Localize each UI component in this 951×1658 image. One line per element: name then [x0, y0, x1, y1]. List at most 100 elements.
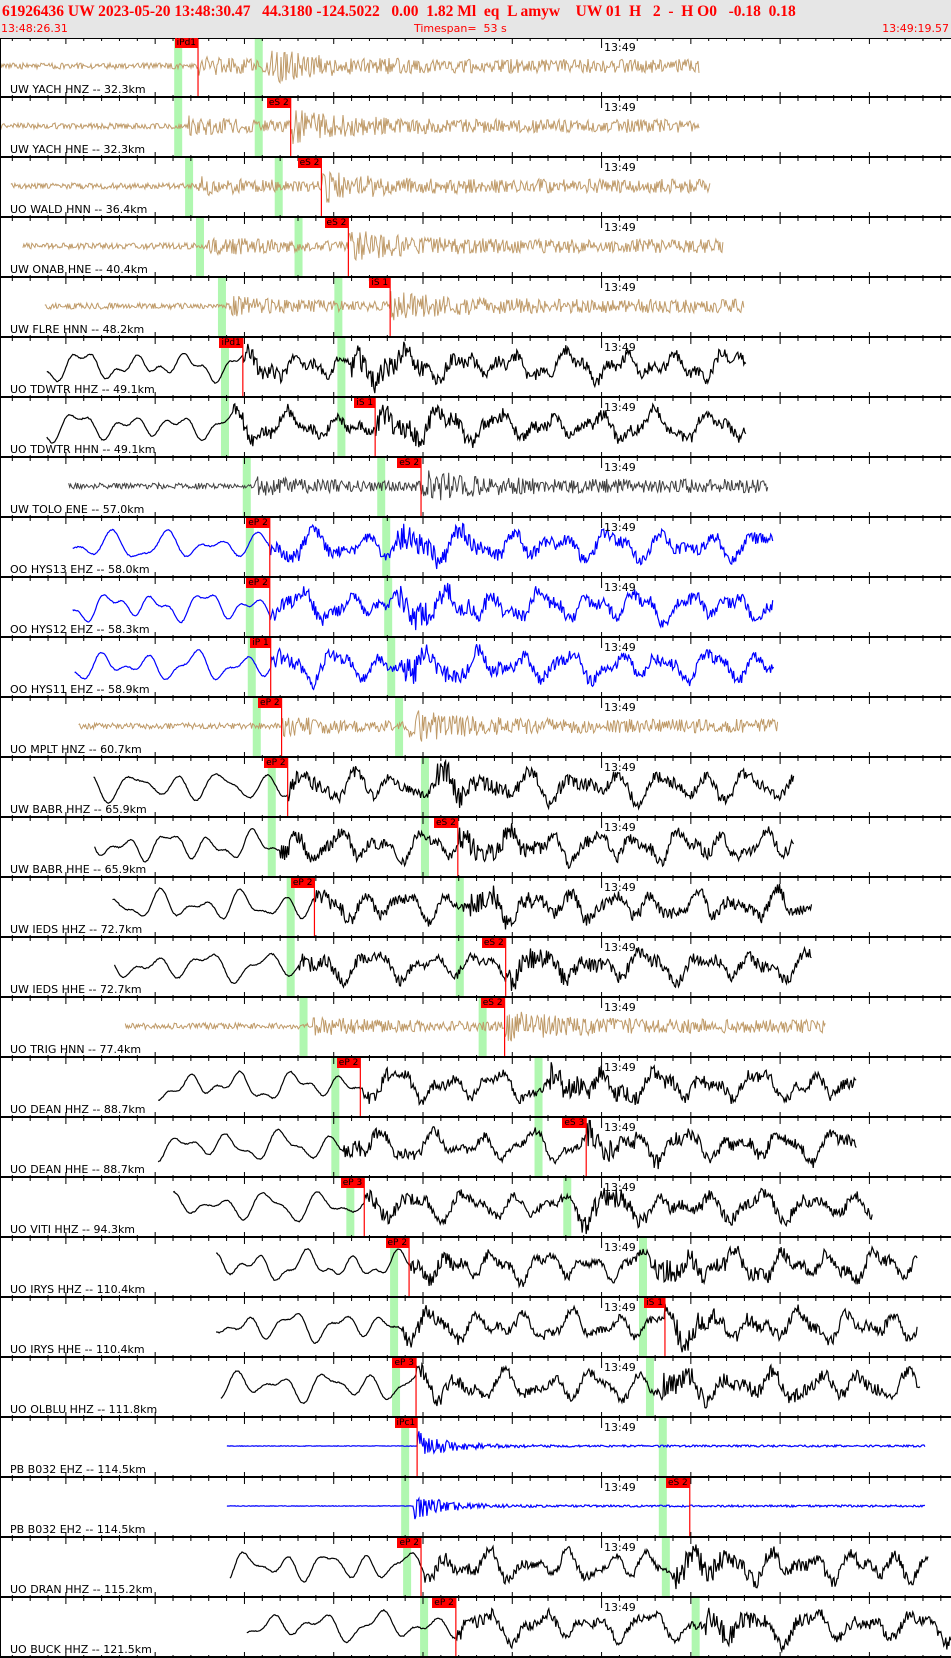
- trace-panel[interactable]: 13:49 eP 2 UW BABR HHZ -- 65.9km: [0, 758, 951, 818]
- channel-label: OO HYS13 EHZ -- 58.0km: [10, 563, 150, 576]
- pick-label[interactable]: eP 3: [392, 1358, 417, 1368]
- trace-panel[interactable]: 13:49 eS 2 UO TRIG HNN -- 77.4km: [0, 998, 951, 1058]
- channel-label: UO TRIG HNN -- 77.4km: [10, 1043, 142, 1056]
- channel-label: OO HYS12 EHZ -- 58.3km: [10, 623, 150, 636]
- trace-plot: [0, 398, 951, 458]
- waveform-trace: [220, 1361, 921, 1409]
- trace-panel[interactable]: 13:49 iPd1 UO TDWTR HHZ -- 49.1km: [0, 338, 951, 398]
- pick-label[interactable]: eP 2: [246, 518, 270, 528]
- pick-label[interactable]: iPd1: [174, 38, 199, 48]
- waveform-trace: [44, 291, 745, 321]
- pick-label[interactable]: iPd1: [219, 338, 243, 348]
- predicted-arrival-band: [403, 1538, 412, 1598]
- trace-plot: [0, 1418, 951, 1478]
- trace-panel[interactable]: 13:49 eS 2 UW YACH HNE -- 32.3km: [0, 98, 951, 158]
- waveform-trace: [93, 758, 795, 811]
- trace-panel[interactable]: 13:49 eP 2 UO IRYS HHZ -- 110.4km: [0, 1238, 951, 1298]
- pick-label[interactable]: eP 2: [258, 698, 282, 708]
- waveform-trace: [72, 522, 774, 570]
- pick-label[interactable]: eP 3: [340, 1178, 365, 1188]
- pick-label[interactable]: eP 2: [397, 1538, 422, 1548]
- channel-label: UW YACH HNZ -- 32.3km: [10, 83, 146, 96]
- trace-panel[interactable]: 13:49 eS 3 UO DEAN HHE -- 88.7km: [0, 1118, 951, 1178]
- pick-label[interactable]: iS 1: [369, 278, 391, 288]
- window-end-time: 13:49:19.57: [882, 22, 949, 35]
- trace-panel[interactable]: 13:49 eP 3 UO OLBLU HHZ -- 111.8km: [0, 1358, 951, 1418]
- pick-label[interactable]: eS 2: [324, 218, 349, 228]
- trace-plot: [0, 278, 951, 338]
- trace-panel[interactable]: 13:49 eS 2 UW BABR HHE -- 65.9km: [0, 818, 951, 878]
- waveform-trace: [74, 644, 775, 691]
- trace-panel[interactable]: 13:49 eP 2 UO DEAN HHZ -- 88.7km: [0, 1058, 951, 1118]
- trace-panel[interactable]: 13:49 eP 2 OO HYS13 EHZ -- 58.0km: [0, 518, 951, 578]
- trace-panel[interactable]: 13:49 eP 2 UO DRAN HHZ -- 115.2km: [0, 1538, 951, 1598]
- channel-label: UO DEAN HHZ -- 88.7km: [10, 1103, 146, 1116]
- waveform-trace: [78, 710, 779, 742]
- trace-panel[interactable]: 13:49 eP 2 OO HYS12 EHZ -- 58.3km: [0, 578, 951, 638]
- channel-label: UW FLRE HNN -- 48.2km: [10, 323, 145, 336]
- trace-panel[interactable]: 13:49 iP 1 OO HYS11 EHZ -- 58.9km: [0, 638, 951, 698]
- trace-panel[interactable]: 13:49 iS 1 UW FLRE HNN -- 48.2km: [0, 278, 951, 338]
- trace-plot: [0, 818, 951, 878]
- minute-label: 13:49: [604, 101, 636, 114]
- trace-plot: [0, 1178, 951, 1238]
- trace-panel[interactable]: 13:49 iPc1 PB B032 EHZ -- 114.5km: [0, 1418, 951, 1478]
- pick-label[interactable]: eS 2: [480, 998, 505, 1008]
- seismogram-panels[interactable]: 13:49 iPd1 UW YACH HNZ -- 32.3km 13:49 eS 2 U…: [0, 38, 951, 1658]
- predicted-arrival-band: [331, 1118, 340, 1178]
- trace-panel[interactable]: 13:49 eS 2 UW TOLO ENE -- 57.0km: [0, 458, 951, 518]
- minute-label: 13:49: [604, 1301, 636, 1314]
- waveform-trace: [72, 582, 774, 631]
- trace-plot: [0, 98, 951, 158]
- trace-panel[interactable]: 13:49 iS 1 UO TDWTR HHN -- 49.1km: [0, 398, 951, 458]
- pick-label[interactable]: iPc1: [394, 1418, 418, 1428]
- pick-label[interactable]: eP 2: [385, 1238, 410, 1248]
- trace-panel[interactable]: 13:49 iS 1 UO IRYS HHE -- 110.4km: [0, 1298, 951, 1358]
- trace-panel[interactable]: 13:49 eS 2 UW IEDS HHE -- 72.7km: [0, 938, 951, 998]
- waveform-trace: [112, 883, 813, 930]
- minute-label: 13:49: [604, 1421, 636, 1434]
- trace-plot: [0, 1238, 951, 1298]
- trace-plot: [0, 878, 951, 938]
- trace-panel[interactable]: 13:49 eP 3 UO VITI HHZ -- 94.3km: [0, 1178, 951, 1238]
- pick-label[interactable]: eS 2: [397, 458, 422, 468]
- pick-label[interactable]: eP 2: [264, 758, 288, 768]
- trace-plot: [0, 458, 951, 518]
- trace-panel[interactable]: 13:49 eP 2 UO BUCK HHZ -- 121.5km: [0, 1598, 951, 1658]
- minute-label: 13:49: [604, 161, 636, 174]
- pick-label[interactable]: eP 2: [336, 1058, 361, 1068]
- pick-label[interactable]: eS 2: [481, 938, 506, 948]
- channel-label: PB B032 EH2 -- 114.5km: [10, 1523, 146, 1536]
- waveform-trace: [157, 1119, 857, 1170]
- trace-plot: [0, 998, 951, 1058]
- pick-label[interactable]: eS 2: [297, 158, 322, 168]
- waveform-trace: [0, 110, 700, 145]
- pick-label[interactable]: iS 1: [644, 1298, 665, 1308]
- trace-panel[interactable]: 13:49 eP 2 UW IEDS HHZ -- 72.7km: [0, 878, 951, 938]
- trace-plot: [0, 158, 951, 218]
- minute-label: 13:49: [604, 1181, 636, 1194]
- trace-panel[interactable]: 13:49 eS 2 UW ONAB HNE -- 40.4km: [0, 218, 951, 278]
- trace-plot: [0, 1358, 951, 1418]
- predicted-arrival-band: [420, 758, 429, 818]
- pick-label[interactable]: iP 1: [250, 638, 271, 648]
- pick-label[interactable]: eS 2: [665, 1478, 690, 1488]
- predicted-arrival-band: [401, 1478, 410, 1538]
- event-summary: 61926436 UW 2023-05-20 13:48:30.47 44.31…: [2, 3, 796, 20]
- trace-panel[interactable]: 13:49 eS 2 PB B032 EH2 -- 114.5km: [0, 1478, 951, 1538]
- pick-label[interactable]: eS 3: [562, 1118, 587, 1128]
- predicted-arrival-band: [274, 158, 283, 218]
- pick-label[interactable]: eP 2: [246, 578, 270, 588]
- trace-panel[interactable]: 13:49 eP 2 UO MPLT HNZ -- 60.7km: [0, 698, 951, 758]
- minute-label: 13:49: [604, 701, 636, 714]
- pick-label[interactable]: iS 1: [354, 398, 376, 408]
- pick-label[interactable]: eP 2: [432, 1598, 456, 1608]
- pick-label[interactable]: eP 2: [290, 878, 315, 888]
- pick-label[interactable]: eS 2: [433, 818, 458, 828]
- trace-plot: [0, 638, 951, 698]
- trace-plot: [0, 1058, 951, 1118]
- trace-panel[interactable]: 13:49 eS 2 UO WALD HNN -- 36.4km: [0, 158, 951, 218]
- pick-label[interactable]: eS 2: [266, 98, 291, 108]
- trace-panel[interactable]: 13:49 iPd1 UW YACH HNZ -- 32.3km: [0, 38, 951, 98]
- channel-label: UW YACH HNE -- 32.3km: [10, 143, 146, 156]
